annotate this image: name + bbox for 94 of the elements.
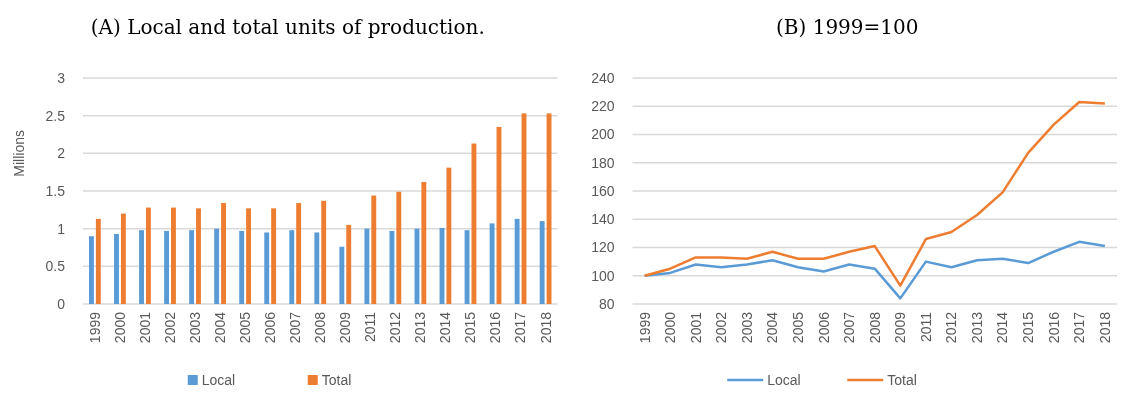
y-axis-title: Millions [11,129,27,177]
bar [171,207,176,304]
bar [471,143,477,304]
x-tick-label: 2018 [537,311,554,344]
x-tick-label: 2000 [662,311,679,344]
bar [364,228,370,304]
legend-label: Local [201,371,236,388]
line-series [643,100,1107,287]
bar [396,191,402,304]
bar [139,230,144,304]
x-tick-label: 1999 [636,311,653,344]
x-tick-label: 2002 [161,311,178,344]
x-tick-label: 2007 [841,311,858,344]
y-tick-label: 0 [57,295,66,312]
y-tick-label: 160 [591,182,615,199]
x-tick-label: 2011 [917,311,934,343]
x-tick-label: 2014 [437,311,454,344]
x-tick-label: 2016 [1045,311,1062,344]
x-tick-label: 2004 [764,311,781,344]
y-tick-label: 140 [591,211,615,228]
x-tick-label: 2016 [487,311,504,344]
y-tick-label: 2.5 [45,107,66,124]
x-tick-label: 2002 [713,311,730,344]
x-tick-label: 2014 [994,311,1011,344]
bar [145,207,151,304]
x-tick-label: 2012 [943,311,960,344]
bar [95,218,101,304]
x-tick-label: 2012 [387,311,404,344]
x-tick-label: 2001 [687,311,704,344]
bar [214,228,220,304]
x-tick-label: 2013 [412,311,429,344]
y-tick-label: 1 [57,220,66,237]
x-tick-label: 2006 [815,311,832,344]
y-tick-label: 80 [598,295,615,312]
chart-title: (B) 1999=100 [776,15,919,39]
bar [346,224,352,304]
bar [196,208,201,304]
bar [246,208,252,304]
x-tick-label: 2000 [111,311,128,344]
bar [389,230,395,304]
bar [189,230,195,304]
y-tick-label: 180 [591,154,615,171]
bar [120,213,126,304]
bar [446,167,452,304]
y-tick-label: 0.5 [45,258,66,275]
bar [314,232,320,304]
bar [289,230,295,304]
y-tick-label: 100 [591,267,615,284]
bar [164,230,170,304]
x-tick-label: 1999 [86,311,103,344]
legend-label: Total [887,371,917,388]
y-tick-label: 1.5 [45,182,66,199]
bar [421,181,427,304]
y-tick-label: 120 [591,239,615,256]
bar [264,232,270,304]
x-tick-label: 2015 [1020,311,1037,344]
x-tick-label: 2013 [968,311,985,344]
x-tick-label: 2008 [312,311,329,344]
x-tick-label: 2005 [237,311,254,344]
bar [221,203,226,304]
x-tick-label: 2006 [262,311,279,344]
x-tick-label: 2003 [186,311,203,344]
x-tick-label: 2009 [892,311,909,344]
x-tick-label: 2004 [211,311,228,344]
bar [296,203,302,304]
legend-label: Local [767,371,801,388]
x-tick-label: 2017 [512,311,529,344]
chart-title: (A) Local and total units of production. [90,15,485,39]
y-tick-label: 240 [591,69,615,86]
bar [514,218,520,304]
x-tick-label: 2011 [362,311,379,343]
y-tick-label: 3 [57,69,66,86]
x-tick-label: 2017 [1071,311,1088,344]
x-tick-label: 2015 [462,311,479,344]
x-tick-label: 2008 [866,311,883,344]
bar [539,221,545,304]
bar [321,200,327,304]
bar [339,246,345,304]
y-tick-label: 2 [57,145,66,162]
x-tick-label: 2003 [738,311,755,344]
bar [239,230,245,304]
x-tick-label: 2005 [789,311,806,344]
x-tick-label: 2001 [136,311,153,344]
y-tick-label: 220 [591,98,615,115]
bar [89,236,94,304]
bar [114,233,119,304]
bar [371,195,377,304]
x-tick-label: 2018 [1096,311,1113,344]
legend-label: Total [321,371,352,388]
bar [271,208,277,304]
y-tick-label: 200 [591,126,615,143]
bar [489,223,495,304]
x-tick-label: 2009 [337,311,354,344]
x-tick-label: 2007 [287,311,304,344]
